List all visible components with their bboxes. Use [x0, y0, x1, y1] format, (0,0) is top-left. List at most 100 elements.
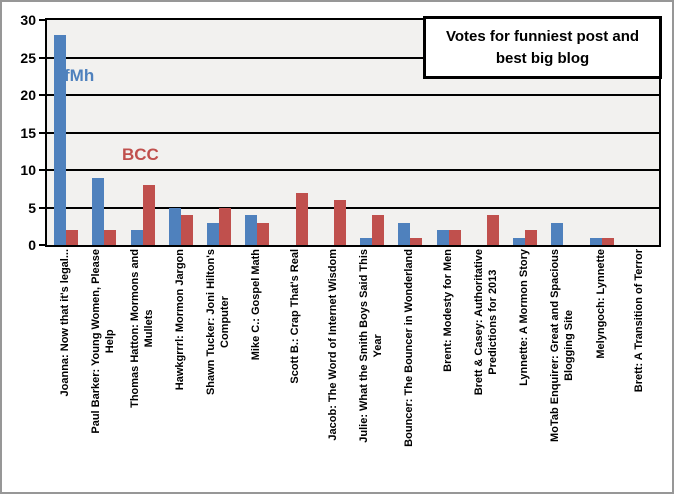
x-axis-label-slot: Mike C.: Gospel Math [238, 249, 276, 489]
bar-bcc [448, 230, 461, 245]
gridline-20 [47, 94, 659, 96]
bar-group [468, 20, 506, 245]
y-tick-label-5: 5 [28, 199, 36, 216]
x-axis-label-slot: Bouncer: The Bouncer in Wonderland [391, 249, 429, 489]
bar-group [544, 20, 582, 245]
x-axis-label-slot: Thomas Hatton: Mormons and Mullets [124, 249, 162, 489]
bar-fmh [54, 35, 67, 245]
bar-fmh [436, 230, 449, 245]
x-axis-label-rotated: Brent: Modesty for Men [430, 249, 468, 487]
y-tick-mark-5 [39, 206, 46, 209]
x-axis-label-rotated: Bouncer: The Bouncer in Wonderland [391, 249, 429, 487]
x-axis-label-slot: Lynnette: A Mormon Story [506, 249, 544, 489]
x-axis-label-rotated: Brett & Casey: Authoritative Predictions… [468, 249, 506, 487]
bar-bcc [333, 200, 346, 245]
bar-bcc [66, 230, 79, 245]
y-tick-label-0: 0 [28, 237, 36, 253]
bar-group [506, 20, 544, 245]
bar-group [238, 20, 276, 245]
gridline-5 [47, 206, 659, 209]
y-tick-label-10: 10 [20, 162, 36, 178]
bar-fmh [168, 207, 181, 245]
bar-group [162, 20, 200, 245]
bar-bcc [257, 222, 270, 245]
x-axis-label-slot: Scott B.: Crap That's Real [277, 249, 315, 489]
x-axis-label-text: Brett & Casey: Authoritative Predictions… [473, 249, 499, 396]
x-axis-label-text: Shawn Tucker: Joni Hilton's Computer [205, 249, 232, 396]
bar-bcc [372, 215, 385, 245]
y-tick-mark-30 [39, 19, 46, 21]
gridline-25 [47, 56, 659, 59]
x-axis-label-slot: MoTab Enquirer: Great and Spacious Blogg… [544, 249, 582, 489]
y-tick-mark-25 [39, 56, 46, 59]
bar-fmh [245, 215, 258, 245]
x-axis-label-slot: Julie: What the Smith Boys Said This Yea… [353, 249, 391, 489]
x-axis-label-text: Joanna: Now that it's legal... [59, 249, 72, 397]
x-axis-label-rotated: Paul Barker: Young Women, Please Help [85, 249, 123, 487]
bar-fmh [92, 177, 105, 245]
x-axis-label-text: Brent: Modesty for Men [441, 249, 454, 372]
bar-group [583, 20, 621, 245]
x-axis-label-slot: Hawkgrrrl: Mormon Jargon [162, 249, 200, 489]
gridline-15 [47, 131, 659, 134]
y-tick-mark-15 [39, 131, 46, 134]
x-axis-label-rotated: Lynnette: A Mormon Story [506, 249, 544, 487]
y-tick-label-20: 20 [20, 87, 36, 103]
bar-series-container [47, 20, 659, 245]
bar-group [85, 20, 123, 245]
bar-fmh [398, 222, 411, 245]
x-axis-label-rotated: Shawn Tucker: Joni Hilton's Computer [200, 249, 238, 487]
bar-fmh [207, 222, 220, 245]
bar-bcc [180, 215, 193, 245]
bar-fmh [551, 222, 564, 245]
x-axis-label-rotated: MoTab Enquirer: Great and Spacious Blogg… [544, 249, 582, 487]
x-axis-label-rotated: Joanna: Now that it's legal... [47, 249, 85, 487]
bar-fmh [360, 237, 373, 245]
x-axis-label-text: MoTab Enquirer: Great and Spacious Blogg… [549, 249, 576, 442]
bar-group [200, 20, 238, 245]
x-axis-label-slot: Joanna: Now that it's legal... [47, 249, 85, 489]
y-tick-mark-0 [39, 244, 46, 246]
x-axis-label-rotated: Hawkgrrrl: Mormon Jargon [162, 249, 200, 487]
bar-bcc [601, 237, 614, 245]
y-tick-label-30: 30 [20, 12, 36, 28]
bar-bcc [142, 185, 155, 245]
y-tick-label-25: 25 [20, 49, 36, 66]
x-axis-label-text: Brett: A Transition of Terror [633, 249, 645, 393]
x-axis-label-rotated: Jacob: The Word of Internet Wisdom [315, 249, 353, 487]
x-axis-label-text: Thomas Hatton: Mormons and Mullets [128, 249, 155, 408]
bar-group [430, 20, 468, 245]
chart-title-box: Votes for funniest post and best big blo… [423, 16, 662, 79]
y-tick-label-15: 15 [20, 124, 36, 141]
bar-bcc [410, 237, 423, 245]
series-label-fmh: fMh [64, 66, 95, 85]
x-axis-label-slot: Melyngoch: Lynnette [583, 249, 621, 489]
x-axis-label-text: Lynnette: A Mormon Story [518, 249, 531, 386]
bar-group [315, 20, 353, 245]
chart-title: Votes for funniest post and best big blo… [445, 27, 640, 67]
gridline-10 [47, 169, 659, 171]
x-axis-label-text: Jacob: The Word of Internet Wisdom [327, 249, 339, 441]
bar-fmh [589, 237, 602, 245]
x-axis-label-rotated: Scott B.: Crap That's Real [277, 249, 315, 487]
x-axis-label-text: Melyngoch: Lynnette [594, 249, 607, 359]
bar-group [391, 20, 429, 245]
x-axis-label-rotated: Brett: A Transition of Terror [621, 249, 659, 487]
x-axis-label-slot: Brent: Modesty for Men [430, 249, 468, 489]
bar-group [47, 20, 85, 245]
x-axis-label-slot: Jacob: The Word of Internet Wisdom [315, 249, 353, 489]
bar-fmh [513, 237, 526, 245]
bar-group [277, 20, 315, 245]
bar-fmh [130, 230, 143, 245]
x-axis-label-slot: Paul Barker: Young Women, Please Help [85, 249, 123, 489]
x-axis-label-text: Mike C.: Gospel Math [250, 249, 263, 361]
x-axis-label-text: Scott B.: Crap That's Real [288, 249, 301, 384]
bar-bcc [104, 230, 117, 245]
bar-group [124, 20, 162, 245]
x-axis-label-slot: Brett: A Transition of Terror [621, 249, 659, 489]
bar-bcc [219, 207, 232, 245]
x-axis-label-rotated: Thomas Hatton: Mormons and Mullets [124, 249, 162, 487]
x-axis-label-text: Julie: What the Smith Boys Said This Yea… [358, 249, 385, 443]
bar-bcc [486, 215, 499, 245]
